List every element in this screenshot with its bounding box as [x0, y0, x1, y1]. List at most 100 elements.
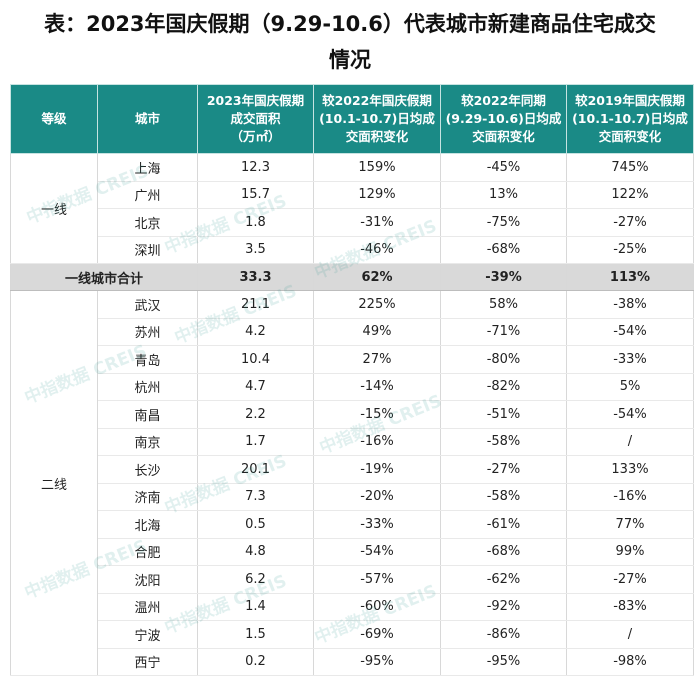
change-vs-2022-holiday-cell: -19% [313, 455, 441, 484]
table-row: 南京 1.7 -16% -58% / [11, 428, 694, 456]
change-vs-2022-same-cell: -86% [440, 620, 567, 649]
city-cell: 南昌 [97, 400, 198, 429]
header-area: 2023年国庆假期 成交面积 （万㎡） [197, 84, 314, 154]
change-vs-2019-holiday-cell: -38% [566, 290, 694, 319]
header-city: 城市 [97, 84, 198, 154]
change-vs-2022-same-cell: -58% [440, 428, 567, 456]
change-vs-2022-holiday-cell: -46% [313, 236, 441, 264]
header-vs-2022-same-period: 较2022年同期 (9.29-10.6)日均成 交面积变化 [440, 84, 567, 154]
area-cell: 7.3 [197, 483, 314, 511]
change-vs-2022-holiday-cell: 159% [313, 153, 441, 182]
city-cell: 北京 [97, 208, 198, 237]
title-line-1: 表：2023年国庆假期（9.29-10.6）代表城市新建商品住宅成交 [44, 12, 656, 36]
table-row: 深圳 3.5 -46% -68% -25% [11, 236, 694, 264]
table-row: 一线 上海 12.3 159% -45% 745% [10, 153, 694, 264]
change-vs-2022-same-cell: -80% [440, 345, 567, 374]
change-vs-2022-same-cell: -95% [440, 648, 567, 676]
change-vs-2022-same-cell: -68% [440, 236, 567, 264]
area-cell: 1.7 [197, 428, 314, 456]
area-cell: 0.2 [197, 648, 314, 676]
change-vs-2019-holiday-cell: -98% [566, 648, 694, 676]
area-cell: 1.8 [197, 208, 314, 237]
table-row: 温州 1.4 -60% -92% -83% [11, 593, 694, 621]
change-vs-2022-holiday-cell: -95% [313, 648, 441, 676]
change-vs-2019-holiday-cell: / [566, 620, 694, 649]
total-change-vs-2019-holiday-cell: 113% [566, 263, 694, 291]
change-vs-2022-holiday-cell: -20% [313, 483, 441, 511]
table-row: 长沙 20.1 -19% -27% 133% [11, 455, 694, 484]
table-row: 苏州 4.2 49% -71% -54% [11, 318, 694, 346]
area-cell: 1.5 [197, 620, 314, 649]
area-cell: 4.2 [197, 318, 314, 346]
area-cell: 12.3 [197, 153, 314, 182]
change-vs-2019-holiday-cell: -33% [566, 345, 694, 374]
change-vs-2022-same-cell: -62% [440, 565, 567, 594]
area-cell: 1.4 [197, 593, 314, 621]
change-vs-2019-holiday-cell: 5% [566, 373, 694, 401]
header-grade: 等级 [10, 84, 98, 154]
table-row: 沈阳 6.2 -57% -62% -27% [11, 565, 694, 594]
city-cell: 青岛 [97, 345, 198, 374]
change-vs-2022-holiday-cell: 27% [313, 345, 441, 374]
change-vs-2022-same-cell: 13% [440, 181, 567, 209]
header-vs-2022-holiday: 较2022年国庆假期 (10.1-10.7)日均成 交面积变化 [313, 84, 441, 154]
title-line-2: 情况 [329, 48, 371, 72]
change-vs-2022-holiday-cell: -69% [313, 620, 441, 649]
city-cell: 温州 [97, 593, 198, 621]
table-row: 北京 1.8 -31% -75% -27% [11, 208, 694, 237]
change-vs-2022-holiday-cell: -31% [313, 208, 441, 237]
change-vs-2022-holiday-cell: -33% [313, 510, 441, 539]
city-cell: 宁波 [97, 620, 198, 649]
city-cell: 合肥 [97, 538, 198, 566]
area-cell: 2.2 [197, 400, 314, 429]
change-vs-2022-holiday-cell: -57% [313, 565, 441, 594]
total-area-cell: 33.3 [197, 263, 314, 291]
change-vs-2022-same-cell: -92% [440, 593, 567, 621]
change-vs-2019-holiday-cell: / [566, 428, 694, 456]
city-cell: 上海 [97, 153, 198, 182]
change-vs-2022-same-cell: -58% [440, 483, 567, 511]
city-cell: 长沙 [97, 455, 198, 484]
change-vs-2022-same-cell: -71% [440, 318, 567, 346]
change-vs-2022-holiday-cell: 225% [313, 290, 441, 319]
table-row: 济南 7.3 -20% -58% -16% [11, 483, 694, 511]
change-vs-2022-same-cell: -68% [440, 538, 567, 566]
city-cell: 沈阳 [97, 565, 198, 594]
table-title: 表：2023年国庆假期（9.29-10.6）代表城市新建商品住宅成交 情况 [0, 6, 700, 78]
table-row: 西宁 0.2 -95% -95% -98% [11, 648, 694, 676]
city-cell: 杭州 [97, 373, 198, 401]
total-change-vs-2022-same-cell: -39% [440, 263, 567, 291]
area-cell: 21.1 [197, 290, 314, 319]
city-cell: 南京 [97, 428, 198, 456]
city-cell: 广州 [97, 181, 198, 209]
table-row: 青岛 10.4 27% -80% -33% [11, 345, 694, 374]
header-row: 等级 城市 2023年国庆假期 成交面积 （万㎡） 较2022年国庆假期 (10… [10, 84, 694, 154]
change-vs-2022-same-cell: -45% [440, 153, 567, 182]
change-vs-2019-holiday-cell: -54% [566, 318, 694, 346]
table-row: 杭州 4.7 -14% -82% 5% [11, 373, 694, 401]
city-cell: 济南 [97, 483, 198, 511]
area-cell: 0.5 [197, 510, 314, 539]
header-vs-2019-holiday: 较2019年国庆假期 (10.1-10.7)日均成 交面积变化 [566, 84, 694, 154]
area-cell: 15.7 [197, 181, 314, 209]
table-row: 南昌 2.2 -15% -51% -54% [11, 400, 694, 429]
change-vs-2022-holiday-cell: -16% [313, 428, 441, 456]
area-cell: 10.4 [197, 345, 314, 374]
change-vs-2019-holiday-cell: -16% [566, 483, 694, 511]
area-cell: 6.2 [197, 565, 314, 594]
table-row: 合肥 4.8 -54% -68% 99% [11, 538, 694, 566]
table-row: 广州 15.7 129% 13% 122% [11, 181, 694, 209]
change-vs-2022-holiday-cell: 49% [313, 318, 441, 346]
change-vs-2022-holiday-cell: -15% [313, 400, 441, 429]
city-cell: 西宁 [97, 648, 198, 676]
grade-cell: 二线 [10, 290, 98, 676]
total-change-vs-2022-holiday-cell: 62% [313, 263, 441, 291]
area-cell: 4.7 [197, 373, 314, 401]
city-cell: 苏州 [97, 318, 198, 346]
sales-table: 等级 城市 2023年国庆假期 成交面积 （万㎡） 较2022年国庆假期 (10… [10, 84, 694, 676]
change-vs-2019-holiday-cell: 99% [566, 538, 694, 566]
total-label-cell: 一线城市合计 [10, 263, 198, 291]
change-vs-2022-same-cell: -27% [440, 455, 567, 484]
change-vs-2022-same-cell: 58% [440, 290, 567, 319]
change-vs-2019-holiday-cell: -54% [566, 400, 694, 429]
